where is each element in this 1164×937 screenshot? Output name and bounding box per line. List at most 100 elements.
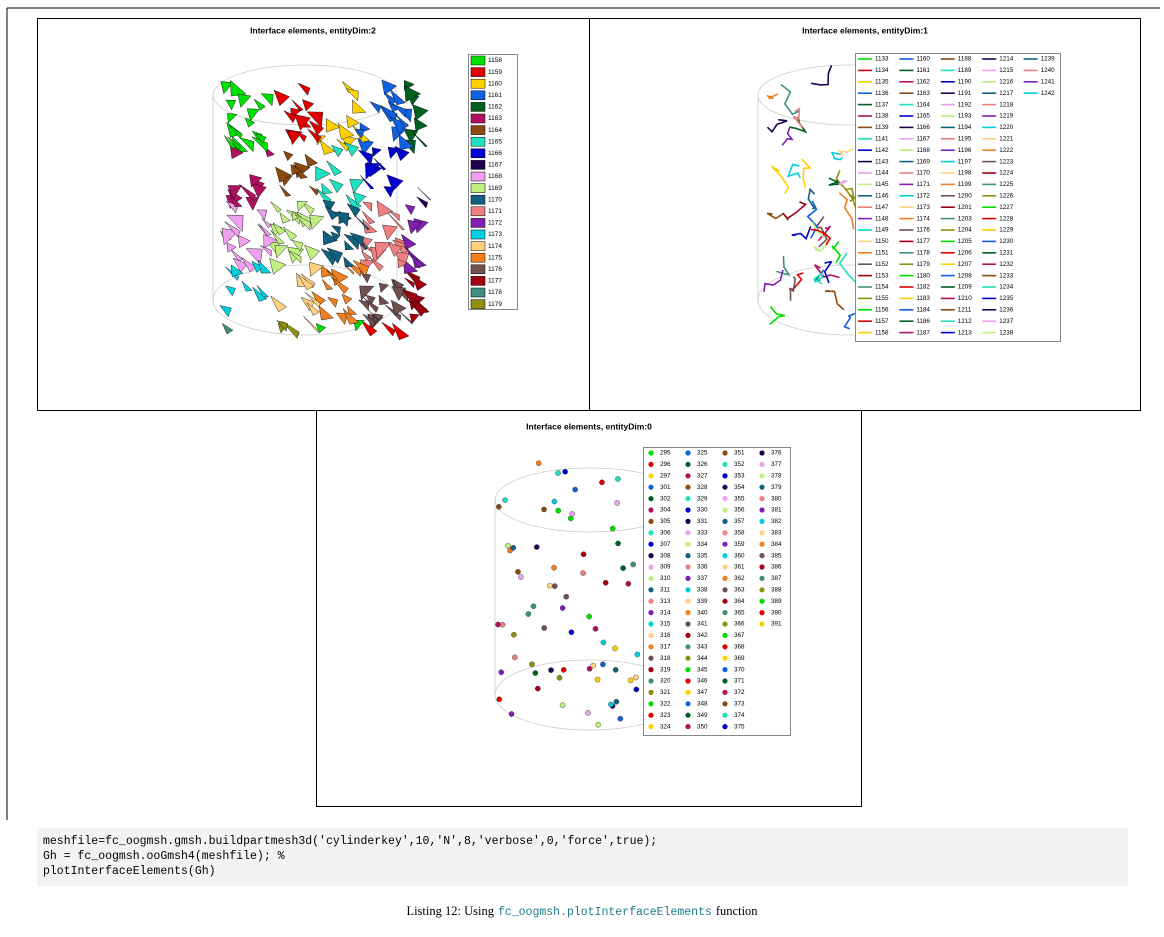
mesh-triangle [343, 256, 355, 268]
mesh-triangle [294, 214, 311, 231]
cylinder-outline [212, 64, 943, 731]
mesh-vertex [502, 497, 508, 503]
legend-label: 1144 [875, 170, 889, 177]
legend-label: 1161 [916, 67, 930, 74]
mesh-vertex [630, 561, 636, 568]
legend-swatch [685, 632, 691, 639]
legend-label: 364 [734, 598, 745, 605]
mesh-triangle [223, 135, 238, 149]
mesh-edge [813, 216, 828, 248]
legend-swatch [722, 689, 728, 696]
mesh-edge [843, 312, 856, 330]
legend-label: 308 [660, 552, 671, 559]
mesh-vertex [529, 661, 535, 668]
legend-box [855, 53, 1061, 342]
mesh-triangle [383, 92, 397, 106]
legend-label: 316 [660, 632, 671, 639]
legend-label: 382 [771, 518, 782, 525]
legend-label: 1226 [999, 192, 1014, 199]
legend-label: 1160 [488, 80, 502, 87]
legend-swatch [685, 587, 691, 593]
legend-swatch [759, 587, 765, 593]
legend-label: 1176 [488, 266, 502, 273]
mesh-triangle [256, 285, 270, 298]
mesh-triangle [376, 200, 394, 217]
legend-label: 1171 [488, 208, 502, 215]
legend-label: 1147 [875, 204, 889, 211]
caption-text: Listing 12: Using [406, 904, 494, 918]
legend-label: 314 [660, 609, 671, 616]
legend-label: 1178 [916, 249, 930, 256]
mesh-vertex [541, 625, 548, 631]
legend-label: 363 [734, 586, 745, 593]
legend-label: 1167 [916, 135, 930, 142]
mesh-vertex [559, 702, 566, 708]
mesh-vertex [535, 460, 542, 467]
legend-swatch [470, 90, 486, 101]
mesh-vertex [510, 545, 517, 551]
mesh-triangle [274, 245, 289, 259]
legend-label: 1169 [488, 185, 502, 192]
mesh-triangle [304, 292, 321, 308]
legend-label: 1227 [999, 204, 1014, 211]
mesh-edge [835, 180, 848, 187]
mesh-triangle [279, 212, 291, 224]
legend-label: 1167 [488, 162, 502, 169]
legend-label: 1223 [999, 158, 1014, 165]
legend-swatch [648, 530, 654, 536]
mesh-triangle [333, 211, 350, 227]
legend-label: 1234 [999, 284, 1014, 291]
mesh-triangle [411, 300, 428, 317]
legend-label: 296 [660, 461, 671, 468]
legend-label: 380 [771, 495, 782, 502]
legend-label: 326 [697, 461, 708, 468]
legend-label: 341 [697, 621, 708, 628]
legend-label: 1146 [875, 192, 889, 199]
mesh-triangle [322, 230, 338, 246]
legend-label: 1229 [999, 227, 1014, 234]
legend-label: 333 [697, 529, 708, 536]
mesh-triangle [276, 320, 288, 332]
legend-swatch [470, 206, 486, 217]
mesh-edge [823, 260, 833, 284]
mesh-vertex [613, 698, 620, 705]
legend-swatch [648, 518, 654, 525]
legend-swatch [648, 621, 654, 627]
legend-label: 1217 [999, 90, 1014, 97]
legend-label: 389 [771, 598, 782, 605]
mesh-triangle [244, 117, 255, 128]
legend-label: 1152 [875, 261, 889, 268]
legend-label: 355 [734, 495, 745, 502]
legend-label: 343 [697, 643, 708, 650]
legend-swatch [648, 655, 654, 661]
mesh-triangle [408, 253, 424, 269]
mesh-vertex [515, 569, 521, 575]
legend-label: 1168 [488, 173, 502, 180]
mesh-triangle [412, 275, 428, 291]
legend-swatch [759, 621, 765, 627]
mesh-triangle [342, 308, 360, 325]
mesh-triangle [362, 313, 377, 328]
legend-swatch [722, 518, 728, 525]
panel-title: Interface elements, entityDim:1 [802, 25, 928, 35]
mesh-triangle [308, 120, 324, 136]
mesh-vertex [555, 507, 562, 514]
mesh-triangle [349, 232, 364, 247]
legend-label: 1214 [999, 56, 1014, 63]
mesh-triangle [399, 311, 413, 325]
legend-label: 1150 [875, 238, 889, 245]
mesh-triangle [302, 99, 315, 112]
legend-label: 307 [660, 541, 671, 548]
mesh-triangle [294, 114, 311, 131]
legend-label: 372 [734, 689, 745, 696]
mesh-triangle [315, 323, 327, 334]
mesh-triangle [357, 149, 374, 166]
legend-swatch [722, 530, 728, 536]
mesh-triangle [361, 320, 378, 337]
legend-label: 320 [660, 678, 671, 685]
mesh-triangle [324, 205, 340, 221]
legend-swatch [648, 484, 654, 490]
legend-label: 304 [660, 507, 671, 514]
mesh-edge [763, 269, 784, 293]
mesh-edge [812, 272, 824, 285]
